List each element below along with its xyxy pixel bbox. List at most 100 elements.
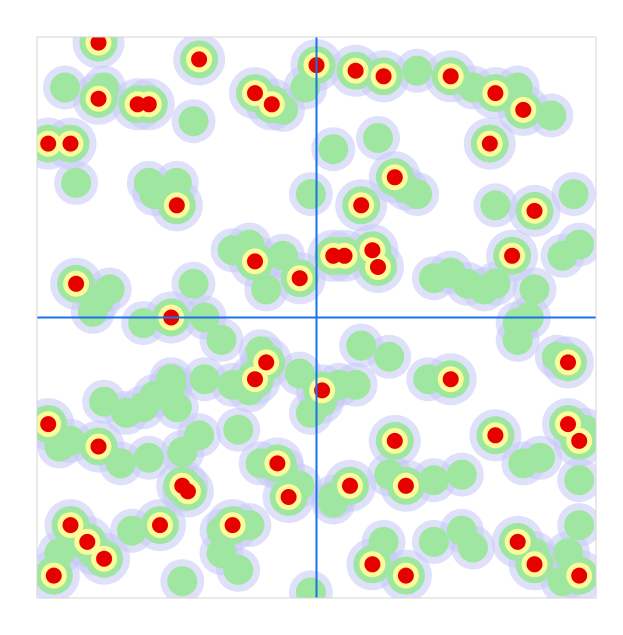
- heat-point-43-band-3: [364, 242, 381, 259]
- heat-point-130-band-3: [96, 550, 113, 567]
- heat-point-13-band-3: [247, 85, 263, 102]
- heat-point-102-band-1: [167, 437, 198, 468]
- heat-point-97-band-1: [89, 386, 120, 417]
- plot-frame: [36, 36, 597, 599]
- heat-point-122-band-1: [525, 442, 556, 473]
- heat-point-99-band-3: [90, 438, 107, 455]
- heat-point-46-band-1: [251, 274, 282, 305]
- heat-point-61-band-1: [502, 324, 533, 355]
- heat-point-1-band-3: [191, 51, 208, 68]
- heat-point-147-band-1: [458, 532, 488, 563]
- heat-point-133-band-3: [45, 567, 62, 584]
- heat-point-51-band-1: [480, 190, 511, 221]
- heat-point-134-band-1: [44, 538, 75, 569]
- heat-point-5-band-1: [402, 55, 433, 86]
- heat-point-127-band-3: [62, 517, 79, 534]
- heat-point-124-band-3: [571, 432, 588, 449]
- heat-point-84-band-3: [314, 382, 331, 399]
- heat-point-24-band-3: [481, 135, 498, 152]
- heat-point-30-band-3: [353, 197, 370, 214]
- heat-point-11-band-3: [140, 96, 157, 113]
- heat-point-128-band-3: [79, 533, 96, 550]
- heat-point-47-band-3: [68, 275, 85, 292]
- heat-point-139-band-1: [167, 566, 198, 597]
- heat-point-131-band-1: [117, 515, 147, 546]
- heat-point-20-band-3: [62, 135, 79, 152]
- heat-point-145-band-1: [418, 526, 449, 557]
- heat-point-21-band-1: [178, 106, 209, 137]
- heat-point-87-band-1: [340, 369, 371, 400]
- heat-point-106-band-3: [269, 455, 286, 472]
- heat-point-80-band-1: [161, 392, 192, 423]
- heat-point-98-band-1: [111, 397, 142, 428]
- heat-point-9-band-3: [515, 101, 532, 118]
- heat-point-67-band-1: [469, 274, 500, 305]
- heat-point-45-band-3: [291, 270, 308, 287]
- heat-point-104-band-1: [133, 442, 164, 473]
- heat-layer: [37, 37, 596, 598]
- heat-point-6-band-3: [442, 68, 459, 85]
- heat-point-103-band-1: [223, 414, 254, 445]
- heat-point-19-band-3: [40, 135, 57, 152]
- heat-point-50-band-1: [77, 296, 108, 327]
- heat-point-42-band-3: [336, 247, 353, 264]
- heat-point-17-band-1: [50, 72, 80, 103]
- heat-point-143-band-1: [368, 526, 399, 557]
- heat-point-14-band-3: [263, 96, 280, 113]
- heat-point-52-band-3: [526, 202, 543, 219]
- heat-point-132-band-3: [152, 517, 168, 534]
- heat-point-152-band-3: [571, 567, 588, 584]
- heat-point-56-band-1: [564, 229, 595, 260]
- heat-point-39-band-3: [247, 253, 263, 270]
- heat-point-94-band-3: [40, 416, 57, 433]
- heat-point-75-band-3: [247, 371, 263, 388]
- heat-point-92-band-3: [442, 371, 459, 388]
- heat-point-110-band-3: [280, 489, 297, 505]
- heat-point-82-band-1: [156, 364, 187, 395]
- heat-point-0-band-3: [90, 37, 107, 51]
- heat-point-34-band-1: [61, 167, 92, 198]
- heat-point-136-band-3: [224, 517, 241, 534]
- heat-point-72-band-1: [206, 324, 237, 355]
- heat-point-96-band-1: [55, 425, 86, 456]
- heat-point-22-band-1: [363, 123, 393, 153]
- heat-point-23-band-1: [318, 134, 349, 165]
- heat-point-89-band-1: [284, 358, 315, 389]
- heat-point-118-band-1: [418, 465, 449, 496]
- heat-point-113-band-3: [342, 477, 358, 494]
- heat-point-109-band-3: [179, 483, 196, 500]
- heat-point-91-band-1: [374, 341, 405, 372]
- heat-point-54-band-3: [504, 247, 521, 264]
- heat-point-77-band-1: [189, 364, 220, 395]
- heat-point-126-band-3: [560, 416, 576, 433]
- heat-point-26-band-1: [536, 100, 567, 131]
- heat-point-68-band-1: [178, 268, 209, 299]
- heat-point-27-band-3: [386, 169, 403, 186]
- heat-point-150-band-3: [526, 556, 543, 573]
- heat-point-120-band-3: [487, 427, 504, 444]
- heat-point-154-band-1: [564, 510, 595, 541]
- heat-point-29-band-1: [402, 179, 433, 210]
- heat-point-58-band-1: [519, 274, 550, 305]
- heat-point-119-band-1: [446, 459, 477, 490]
- heat-point-3-band-3: [347, 62, 364, 79]
- heat-point-116-band-3: [397, 477, 414, 494]
- heat-point-53-band-1: [558, 179, 589, 210]
- heat-point-117-band-3: [386, 432, 403, 449]
- heat-point-90-band-1: [346, 330, 377, 361]
- heat-point-142-band-3: [364, 556, 381, 573]
- heat-point-31-band-1: [295, 179, 326, 210]
- heat-point-44-band-3: [370, 259, 386, 275]
- heat-point-10-band-3: [90, 90, 107, 107]
- heat-point-8-band-3: [487, 85, 504, 102]
- heat-point-16-band-1: [290, 72, 321, 103]
- heat-point-74-band-3: [258, 354, 275, 371]
- heat-point-141-band-1: [295, 577, 326, 598]
- heat-point-63-band-3: [560, 354, 576, 371]
- heat-point-148-band-3: [509, 533, 526, 550]
- heat-point-4-band-3: [375, 68, 392, 85]
- heat-point-144-band-3: [397, 567, 414, 584]
- heat-point-140-band-1: [223, 554, 254, 585]
- heat-point-123-band-1: [564, 465, 595, 496]
